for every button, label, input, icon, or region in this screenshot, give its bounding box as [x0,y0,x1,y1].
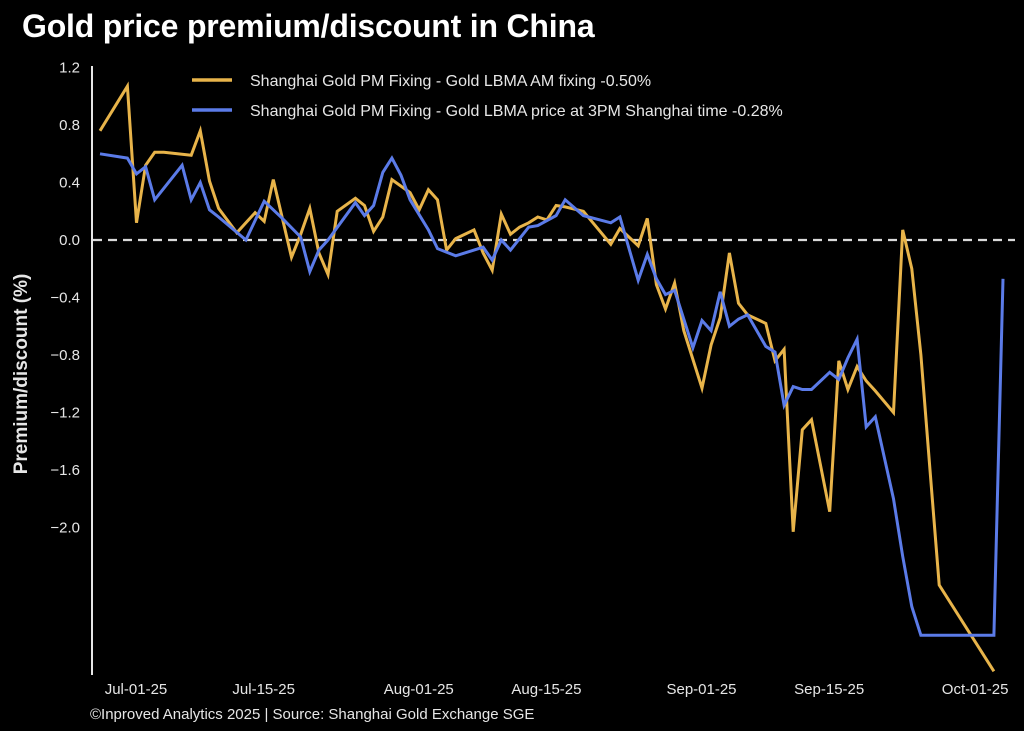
y-tick-label: −0.8 [50,347,80,364]
legend-entry-label: Shanghai Gold PM Fixing - Gold LBMA AM f… [250,73,651,90]
y-tick-label: 0.8 [59,117,80,134]
y-tick-label: 0.4 [59,175,80,192]
y-axis-label: Premium/discount (%) [11,274,32,475]
series-line-lbma-am [98,81,996,673]
x-tick-label: Aug-01-25 [384,681,454,698]
y-tick-label: 0.0 [59,232,80,249]
legend: Shanghai Gold PM Fixing - Gold LBMA AM f… [192,73,783,120]
footer-source: ©Inproved Analytics 2025 | Source: Shang… [90,706,535,723]
x-tick-label: Oct-01-25 [942,681,1009,698]
y-tick-label: 1.2 [59,60,80,77]
x-tick-label: Jul-15-25 [232,681,295,698]
x-tick-label: Jul-01-25 [105,681,168,698]
x-tick-label: Sep-01-25 [666,681,736,698]
x-tick-label: Aug-15-25 [511,681,581,698]
y-tick-label: −2.0 [50,520,80,537]
x-tick-label: Sep-15-25 [794,681,864,698]
series-line-lbma-3pm [99,152,1005,637]
y-tick-label: −0.4 [50,290,80,307]
y-tick-label: −1.2 [50,405,80,422]
legend-entry-label: Shanghai Gold PM Fixing - Gold LBMA pric… [250,103,783,120]
y-tick-label: −1.6 [50,462,80,479]
chart-title: Gold price premium/discount in China [22,8,595,44]
x-axis: Jul-01-25 Jul-15-25 Aug-01-25 Aug-15-25 Sep-… [105,681,1009,698]
y-axis: 1.2 0.8 0.4 0.0 −0.4 −0.8 −1.2 −1.6 −2.0 [50,60,93,675]
series-lines [98,81,1005,673]
